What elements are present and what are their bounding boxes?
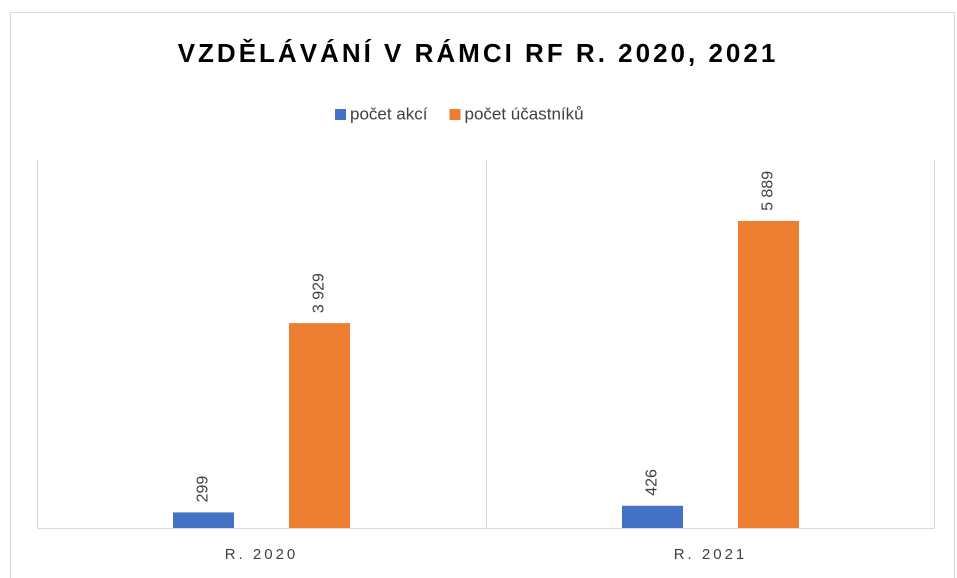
- legend-label: počet akcí: [350, 104, 428, 123]
- x-tick-label: R. 2021: [674, 546, 748, 563]
- bar: [173, 512, 234, 528]
- data-label: 426: [644, 469, 661, 496]
- legend-swatch: [335, 109, 346, 120]
- data-label: 5 889: [760, 171, 777, 211]
- legend: počet akcí počet účastníků: [335, 104, 584, 123]
- data-label: 3 929: [311, 273, 328, 313]
- legend-label: počet účastníků: [465, 104, 584, 123]
- x-tick-label: R. 2020: [225, 546, 299, 563]
- bar: [289, 323, 350, 528]
- data-label: 299: [195, 476, 212, 503]
- chart-title: VZDĚLÁVÁNÍ V RÁMCI RF R. 2020, 2021: [178, 38, 779, 68]
- chart-frame: [10, 12, 955, 578]
- bar: [622, 505, 683, 528]
- legend-swatch: [449, 109, 461, 120]
- bar: [738, 220, 799, 528]
